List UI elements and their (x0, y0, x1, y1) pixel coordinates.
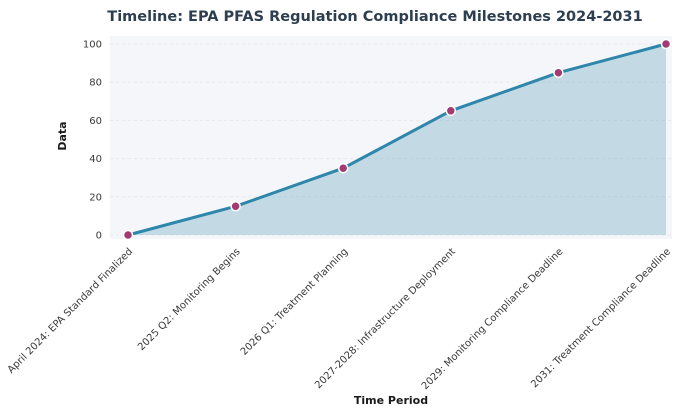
x-tick-label: April 2024: EPA Standard Finalized (6, 246, 135, 375)
trend-line (126, 42, 668, 237)
x-axis-tick-labels: April 2024: EPA Standard Finalized 2025 Q… (6, 246, 673, 392)
y-tick-label: 60 (89, 116, 102, 127)
x-axis-label: Time Period (354, 394, 428, 407)
data-point-marker (230, 201, 241, 212)
plot-area-background (110, 36, 672, 239)
data-point-marker (122, 229, 134, 241)
y-axis-label: Data (56, 121, 69, 150)
y-tick-label: 0 (96, 231, 102, 242)
x-tick-label: 2026 Q1: Treatment Planning (239, 246, 350, 357)
y-tick-label: 100 (83, 40, 102, 51)
y-tick-label: 40 (89, 154, 102, 165)
y-axis-tick-labels: 0 20 40 60 80 100 (83, 40, 102, 242)
x-tick-label: 2025 Q2: Monitoring Begins (136, 246, 243, 353)
y-tick-label: 20 (89, 192, 102, 203)
data-point-marker (553, 67, 564, 78)
chart-title: Timeline: EPA PFAS Regulation Compliance… (107, 9, 642, 25)
data-point-marker (337, 162, 349, 174)
data-points (122, 38, 672, 241)
data-point-marker (445, 105, 457, 117)
y-tick-label: 80 (89, 78, 102, 89)
data-point-marker (660, 38, 672, 50)
gridlines (110, 43, 672, 236)
